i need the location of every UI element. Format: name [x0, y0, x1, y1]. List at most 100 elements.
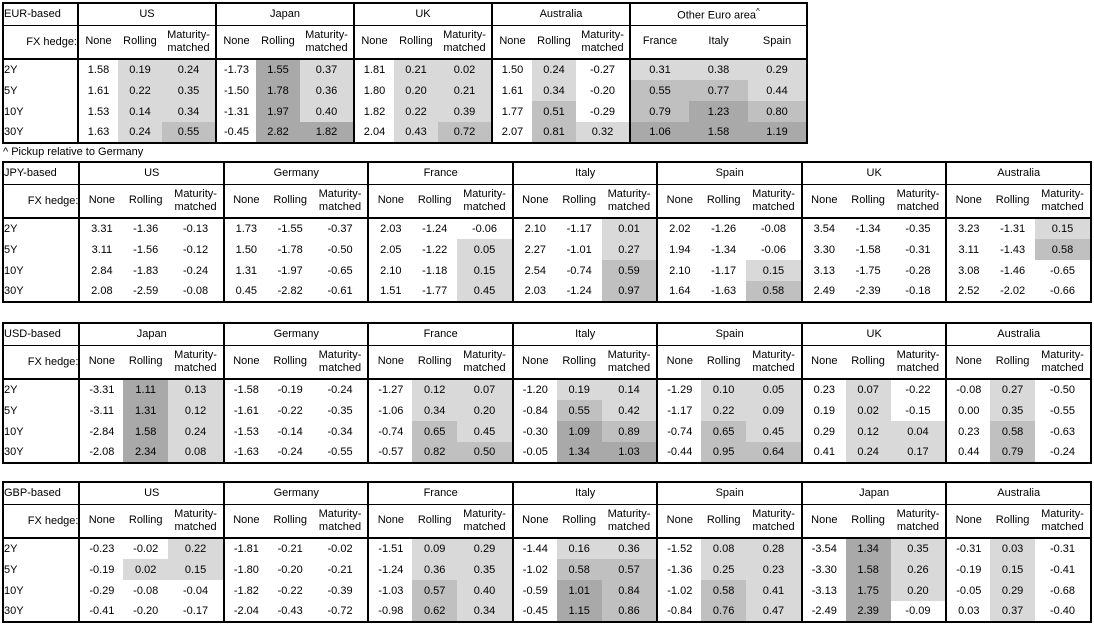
country-header-uk: UK — [800, 162, 947, 185]
value-cell: 0.23 — [945, 421, 991, 442]
value-cell: 2.07 — [491, 122, 532, 143]
tenor-label: 5Y — [3, 400, 81, 421]
value-cell: 0.20 — [394, 80, 438, 101]
value-cell: 1.50 — [491, 59, 532, 80]
hedge-type-header: Rolling — [267, 345, 313, 380]
value-cell: 0.65 — [701, 421, 747, 442]
value-cell: 0.14 — [601, 379, 658, 400]
hedge-type-header: Maturity-matched — [312, 345, 369, 380]
value-cell: 2.10 — [656, 260, 702, 281]
value-cell: 0.22 — [394, 101, 438, 122]
value-cell: -0.45 — [215, 122, 256, 143]
value-cell: 0.28 — [746, 538, 802, 559]
hedge-type-header: Maturity-matched — [601, 184, 658, 219]
value-cell: -0.04 — [183, 584, 209, 597]
value-cell: 0.45 — [746, 421, 802, 442]
country-header-japan: Japan — [800, 482, 947, 505]
value-cell: 1.01 — [556, 580, 602, 601]
hedge-type-header: Rolling — [267, 184, 313, 219]
country-header-spain: Spain — [656, 162, 802, 185]
value-cell: -0.20 — [133, 605, 159, 617]
value-cell: -0.57 — [367, 442, 413, 463]
value-cell: 1.61 — [491, 80, 532, 101]
value-cell: 0.03 — [945, 601, 991, 622]
value-cell: 1.23 — [689, 101, 748, 122]
value-cell: -0.02 — [133, 543, 159, 555]
value-cell: 2.10 — [367, 260, 413, 281]
value-cell: -1.06 — [367, 400, 413, 421]
value-cell: -1.29 — [656, 379, 702, 400]
value-cell: 0.39 — [438, 101, 492, 122]
value-cell: 0.35 — [162, 80, 216, 101]
value-cell: -1.31 — [215, 101, 256, 122]
hedge-type-header: Rolling — [701, 345, 747, 380]
hedge-type-header: None — [800, 184, 846, 219]
value-cell: 1.15 — [556, 601, 602, 622]
value-cell: -0.43 — [277, 605, 303, 617]
value-cell: 0.09 — [746, 400, 802, 421]
value-cell: 0.08 — [168, 442, 224, 463]
hedge-type-header: Rolling — [556, 504, 602, 539]
value-cell: 0.80 — [748, 101, 807, 122]
value-cell: -1.17 — [566, 223, 592, 235]
hedge-type-header: Rolling — [845, 504, 891, 539]
country-header-japan: Japan — [78, 323, 224, 346]
value-cell: 3.11 — [945, 239, 991, 260]
hedge-type-header: Maturity-matched — [312, 504, 369, 539]
value-cell: -0.20 — [589, 84, 616, 97]
value-cell: 0.15 — [746, 260, 802, 281]
value-cell: -1.80 — [222, 559, 268, 580]
hedge-type-header: None — [800, 345, 846, 380]
country-header-australia: Australia — [945, 162, 1091, 185]
country-header-australia: Australia — [945, 323, 1091, 346]
value-cell: -0.40 — [1049, 605, 1076, 617]
country-header-us: US — [77, 3, 216, 26]
hedge-type-header: Maturity-matched — [746, 345, 802, 380]
table-jpy-based: JPY-based US Germany France Italy Spain UK Aust… — [2, 161, 1092, 303]
hedge-type-header: None — [222, 504, 268, 539]
value-cell: 0.22 — [701, 400, 747, 421]
value-cell: 1.58 — [689, 122, 748, 143]
value-cell: 0.20 — [457, 400, 513, 421]
value-cell: -0.24 — [183, 264, 209, 277]
value-cell: 0.42 — [601, 400, 658, 421]
tenor-label: 30Y — [3, 122, 79, 143]
hedge-type-header: Maturity-matched — [601, 504, 658, 539]
table-row: 30Y 1.63 0.24 0.55 -0.45 2.82 1.82 2.04 0.43 0.72… — [3, 122, 807, 143]
value-cell: -1.58 — [855, 243, 881, 256]
value-cell: -0.50 — [1049, 384, 1076, 396]
value-cell: 0.40 — [457, 580, 513, 601]
hedge-type-header: Maturity-matched — [746, 504, 802, 539]
value-cell: 3.54 — [800, 218, 846, 239]
value-cell: -0.21 — [327, 563, 353, 576]
eur-based-table-section: EUR-based US Japan UK Australia Other Euro ar… — [2, 2, 1092, 144]
hedge-type-header: Maturity-matched — [1035, 184, 1091, 219]
value-cell: 0.86 — [601, 601, 658, 622]
value-cell: -0.08 — [183, 285, 209, 297]
table-row: 10Y 1.53 0.14 0.34 -1.31 1.97 0.40 1.82 0.22 0.39… — [3, 101, 807, 122]
value-cell: 2.27 — [511, 239, 557, 260]
value-cell: -0.30 — [511, 421, 557, 442]
hedge-type-header: None — [77, 25, 118, 60]
table-row: 2Y -3.31 1.11 0.13 -1.58 -0.19 -0.24 -1.27 0.12 0… — [3, 379, 1091, 400]
value-cell: 1.63 — [77, 122, 118, 143]
value-cell: 0.35 — [890, 538, 947, 559]
hedge-type-header: Rolling — [701, 184, 747, 219]
value-cell: -0.39 — [327, 584, 353, 597]
hedge-type-header: Rolling — [123, 504, 169, 539]
value-cell: -0.44 — [656, 442, 702, 463]
country-header-us: US — [78, 482, 224, 505]
value-cell: 1.58 — [123, 421, 169, 442]
hedge-type-header: Rolling — [123, 345, 169, 380]
table-label: USD-based — [3, 323, 81, 346]
value-cell: -0.35 — [905, 223, 931, 235]
tenor-label: 10Y — [3, 101, 79, 122]
value-cell: 0.55 — [556, 400, 602, 421]
value-cell: 0.27 — [990, 379, 1036, 400]
value-cell: -0.08 — [945, 379, 991, 400]
country-name: Australia — [997, 487, 1041, 500]
value-cell: 3.31 — [78, 218, 124, 239]
value-cell: 1.19 — [748, 122, 807, 143]
hedge-type-header: None — [222, 184, 268, 219]
hedge-type-header: Rolling — [256, 25, 300, 60]
